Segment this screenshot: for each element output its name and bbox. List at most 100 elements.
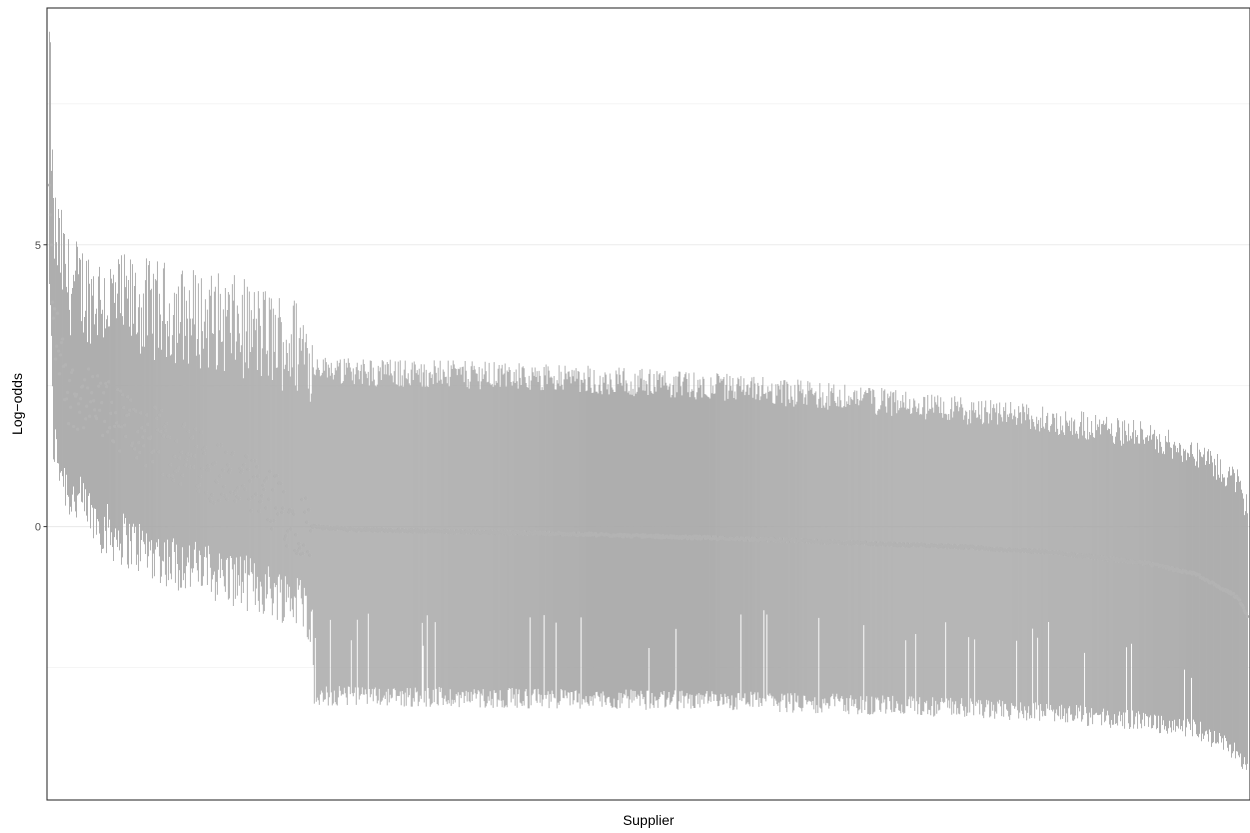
point-estimate	[215, 480, 219, 485]
point-estimate	[210, 493, 214, 497]
point-estimate	[105, 430, 110, 434]
point-estimate	[176, 466, 180, 470]
point-estimate	[91, 399, 96, 403]
point-estimate	[293, 548, 297, 553]
point-estimate	[95, 374, 100, 378]
point-estimate	[209, 499, 213, 503]
point-estimate	[223, 494, 227, 498]
point-estimate	[67, 378, 72, 383]
point-estimate	[148, 435, 153, 439]
point-estimate	[87, 414, 92, 418]
point-estimate	[242, 463, 246, 467]
point-estimate	[77, 410, 82, 414]
point-estimate	[50, 300, 55, 304]
point-estimate	[180, 473, 184, 477]
point-estimate	[113, 411, 118, 415]
point-estimate	[280, 510, 284, 515]
point-estimate	[263, 479, 267, 483]
point-estimate	[193, 427, 197, 431]
point-estimate	[116, 424, 121, 428]
point-estimate	[397, 527, 401, 531]
point-estimate	[157, 413, 162, 417]
point-estimate	[58, 353, 63, 357]
point-estimate	[75, 427, 80, 431]
point-estimate	[218, 474, 222, 478]
point-estimate	[255, 465, 259, 469]
point-estimate	[185, 452, 189, 456]
point-estimate	[143, 463, 148, 468]
y-tick-label: 5	[35, 240, 41, 252]
point-estimate	[305, 520, 309, 524]
point-estimate	[179, 450, 183, 454]
point-estimate	[85, 386, 90, 390]
point-estimate	[265, 476, 269, 480]
point-estimate	[117, 449, 122, 453]
panel-border	[46, 7, 1250, 801]
point-estimate	[159, 408, 164, 412]
point-estimate	[231, 451, 235, 455]
point-estimate	[297, 542, 301, 546]
point-estimate	[100, 433, 105, 438]
point-estimate	[129, 443, 134, 448]
point-estimate	[141, 444, 146, 448]
point-estimate	[292, 512, 296, 516]
point-estimate	[236, 486, 240, 490]
point-estimate	[63, 363, 68, 367]
point-estimate	[186, 429, 190, 434]
point-estimate	[295, 551, 299, 555]
point-estimate	[285, 544, 289, 548]
point-estimate	[222, 485, 226, 489]
point-estimate	[246, 467, 250, 472]
point-estimate	[150, 459, 155, 464]
point-estimate	[274, 506, 278, 510]
point-estimate	[245, 455, 249, 459]
point-estimate	[284, 534, 288, 538]
point-estimate	[212, 501, 216, 505]
point-estimate	[55, 311, 60, 315]
point-estimate	[64, 397, 69, 401]
point-estimate	[221, 468, 225, 472]
point-estimate	[69, 370, 74, 375]
point-estimate	[201, 447, 205, 451]
point-estimate	[275, 474, 279, 478]
y-axis-title: Log−odds	[9, 373, 25, 435]
point-estimate	[103, 381, 108, 386]
point-estimate	[171, 478, 175, 482]
point-estimate	[47, 183, 52, 187]
point-estimate	[125, 395, 130, 399]
point-estimate	[111, 440, 116, 444]
point-estimate	[167, 435, 171, 439]
point-estimate	[139, 426, 144, 430]
point-estimate	[220, 492, 224, 496]
point-estimate	[48, 213, 53, 217]
point-estimate	[248, 479, 252, 483]
point-estimate	[226, 463, 230, 467]
point-estimate	[250, 458, 254, 463]
point-estimate	[60, 337, 65, 341]
point-estimate	[289, 527, 293, 531]
point-estimate	[156, 450, 161, 454]
x-axis-title: Supplier	[623, 812, 675, 828]
point-estimate	[88, 400, 93, 404]
point-estimate	[155, 428, 160, 432]
point-estimate	[170, 474, 174, 478]
point-estimate	[160, 472, 165, 477]
point-estimate	[98, 381, 103, 385]
point-estimate	[144, 413, 149, 417]
point-estimate	[197, 483, 201, 487]
point-estimate	[296, 549, 300, 553]
point-estimate	[264, 506, 268, 510]
point-estimate	[262, 487, 266, 492]
point-estimate	[120, 393, 125, 397]
point-estimate	[123, 434, 128, 439]
point-estimate	[187, 465, 191, 469]
point-estimate	[698, 534, 702, 538]
point-estimate	[200, 466, 204, 471]
point-estimate	[172, 454, 176, 459]
point-estimate	[253, 459, 257, 463]
point-estimate	[232, 491, 236, 496]
point-estimate	[268, 469, 272, 473]
point-estimate	[238, 466, 242, 471]
point-estimate	[101, 391, 106, 395]
point-estimate	[168, 463, 172, 467]
